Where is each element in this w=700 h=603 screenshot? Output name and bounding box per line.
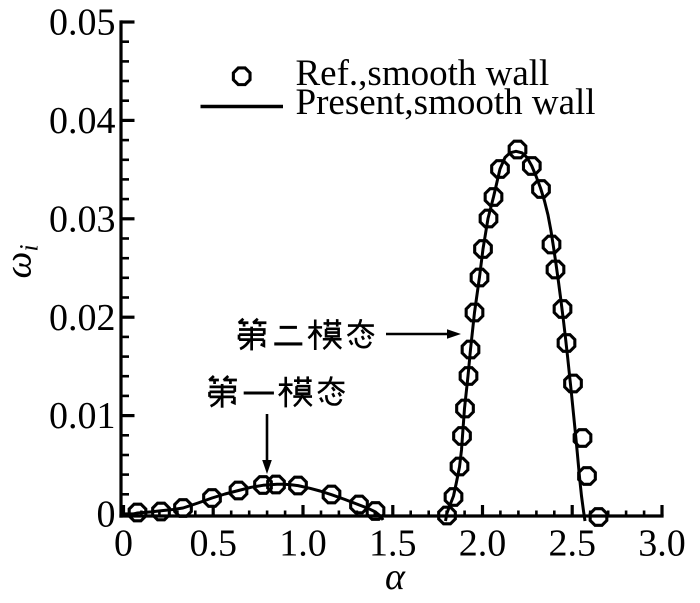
svg-text:Present,smooth wall: Present,smooth wall xyxy=(296,82,596,123)
svg-text:1.5: 1.5 xyxy=(369,523,417,565)
svg-text:2.0: 2.0 xyxy=(459,523,507,565)
svg-text:0.04: 0.04 xyxy=(49,100,116,142)
svg-text:0.5: 0.5 xyxy=(189,523,237,565)
svg-text:0.02: 0.02 xyxy=(49,297,116,339)
svg-text:0.05: 0.05 xyxy=(49,2,116,44)
svg-text:0: 0 xyxy=(97,494,116,536)
svg-text:0: 0 xyxy=(114,523,133,565)
svg-text:0.01: 0.01 xyxy=(49,395,116,437)
svg-text:Ref.,smooth wall: Ref.,smooth wall xyxy=(296,53,550,94)
svg-text:0.03: 0.03 xyxy=(49,198,116,240)
svg-text:2.5: 2.5 xyxy=(548,523,596,565)
svg-text:1.0: 1.0 xyxy=(279,523,327,565)
svg-text:3.0: 3.0 xyxy=(638,523,686,565)
svg-text:α: α xyxy=(385,556,406,598)
